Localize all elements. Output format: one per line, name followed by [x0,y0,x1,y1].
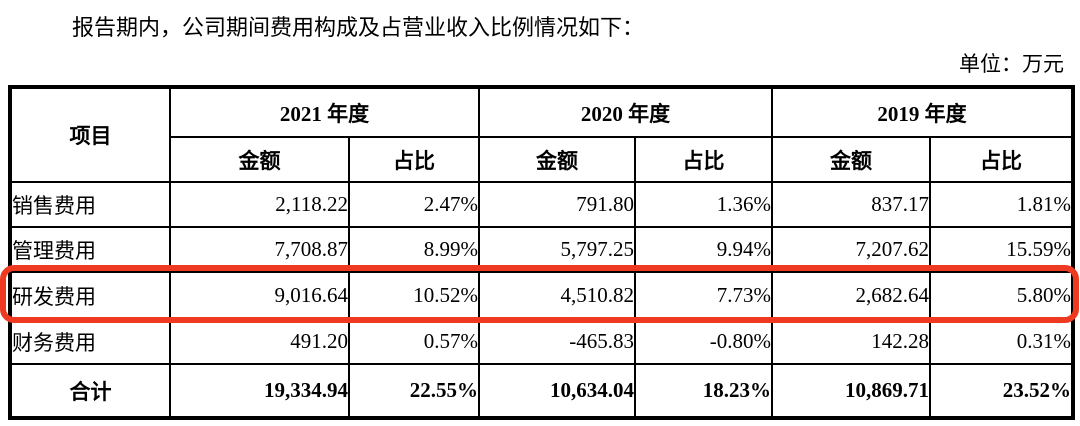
expense-table: 项目 2021 年度 2020 年度 2019 年度 金额 占比 金额 占比 金… [8,85,1075,420]
page-title: 报告期内，公司期间费用构成及占营业收入比例情况如下： [72,15,645,40]
col-header-year-2020: 2020 年度 [478,86,773,138]
cell-2020-ratio: 1.36% [634,181,773,228]
col-header-year-2021: 2021 年度 [169,86,480,138]
cell-2019-amount: 837.17 [771,181,931,228]
row-label: 合计 [9,363,171,419]
cell-2019-ratio: 1.81% [929,181,1074,228]
header-row-subcolumns: 金额 占比 金额 占比 金额 占比 [10,136,1074,183]
col-header-ratio-2020: 占比 [634,136,773,183]
cell-2020-ratio: 9.94% [634,226,773,273]
cell-2019-amount: 7,207.62 [771,226,931,273]
col-header-amount-2019: 金额 [771,136,931,183]
col-header-amount-2021: 金额 [169,136,350,183]
col-header-item: 项目 [9,86,171,183]
cell-2019-amount: 142.28 [771,318,931,365]
cell-2021-ratio: 10.52% [348,271,480,320]
cell-2020-amount: 10,634.04 [478,363,636,419]
cell-2020-amount: 4,510.82 [478,271,636,320]
cell-2021-ratio: 0.57% [348,318,480,365]
cell-2020-ratio: -0.80% [634,318,773,365]
cell-2019-amount: 10,869.71 [771,363,931,419]
row-label: 研发费用 [9,271,171,320]
col-header-amount-2020: 金额 [478,136,636,183]
unit-label: 单位：万元 [959,52,1064,76]
cell-2021-amount: 19,334.94 [169,363,350,419]
col-header-ratio-2021: 占比 [348,136,480,183]
cell-2020-amount: -465.83 [478,318,636,365]
table-row-admin-expense: 管理费用 7,708.87 8.99% 5,797.25 9.94% 7,207… [9,226,1074,273]
cell-2021-amount: 2,118.22 [169,181,350,228]
cell-2021-ratio: 8.99% [348,226,480,273]
cell-2021-ratio: 22.55% [348,363,480,419]
header-row-years: 项目 2021 年度 2020 年度 2019 年度 [9,86,1074,183]
cell-2019-ratio: 0.31% [929,318,1074,365]
cell-2021-ratio: 2.47% [348,181,480,228]
table-row-finance-expense: 财务费用 491.20 0.57% -465.83 -0.80% 142.28 … [9,318,1074,365]
cell-2020-amount: 5,797.25 [478,226,636,273]
cell-2021-amount: 7,708.87 [169,226,350,273]
row-label: 管理费用 [9,226,171,273]
cell-2019-ratio: 15.59% [929,226,1074,273]
cell-2019-amount: 2,682.64 [771,271,931,320]
cell-2021-amount: 9,016.64 [169,271,350,320]
col-header-year-2019: 2019 年度 [771,86,1074,138]
table-row-sales-expense: 销售费用 2,118.22 2.47% 791.80 1.36% 837.17 … [9,181,1074,228]
row-label: 销售费用 [9,181,171,228]
cell-2020-ratio: 7.73% [634,271,773,320]
cell-2020-amount: 791.80 [478,181,636,228]
row-label: 财务费用 [9,318,171,365]
table-row-rnd-expense: 研发费用 9,016.64 10.52% 4,510.82 7.73% 2,68… [9,271,1074,320]
cell-2020-ratio: 18.23% [634,363,773,419]
cell-2021-amount: 491.20 [169,318,350,365]
cell-2019-ratio: 5.80% [929,271,1074,320]
col-header-ratio-2019: 占比 [929,136,1074,183]
cell-2019-ratio: 23.52% [929,363,1074,419]
table-row-total: 合计 19,334.94 22.55% 10,634.04 18.23% 10,… [9,363,1074,419]
